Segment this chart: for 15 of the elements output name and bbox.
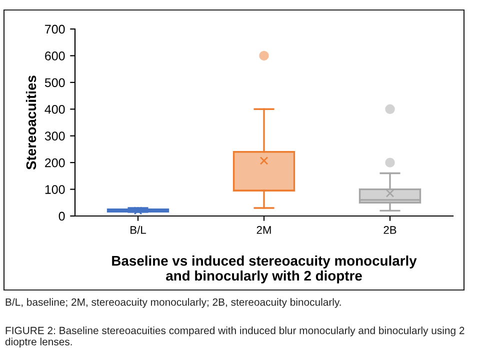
y-tick-label: 200 — [45, 158, 65, 168]
caption: FIGURE 2: Baseline stereoacuities compared with induced blur monocularly and binocularly using 2 dioptre lenses. — [5, 326, 464, 348]
x-axis-title: Baseline vs induced stereoacuity monocularly and binocularly with 2 dioptre — [112, 256, 417, 284]
y-tick-label: 500 — [44, 78, 65, 88]
y-axis-title: Stereoacuities — [26, 76, 36, 170]
y-tick-label: 700 — [45, 24, 65, 34]
x-tick-label: 2B — [384, 226, 396, 234]
text: B/L, baseline; 2M, stereoacuity monocularly; 2B, stereoacuity binocularly. — [6, 298, 341, 308]
x-tick-label: B/L — [130, 226, 146, 234]
y-tick-label: 0 — [58, 212, 65, 221]
x-tick-label: 2M — [256, 226, 271, 234]
y-tick-label: 300 — [44, 132, 65, 141]
y-tick-label: 600 — [45, 52, 65, 60]
y-tick-label: 400 — [44, 104, 65, 114]
y-tick-label: 100 — [45, 185, 65, 194]
